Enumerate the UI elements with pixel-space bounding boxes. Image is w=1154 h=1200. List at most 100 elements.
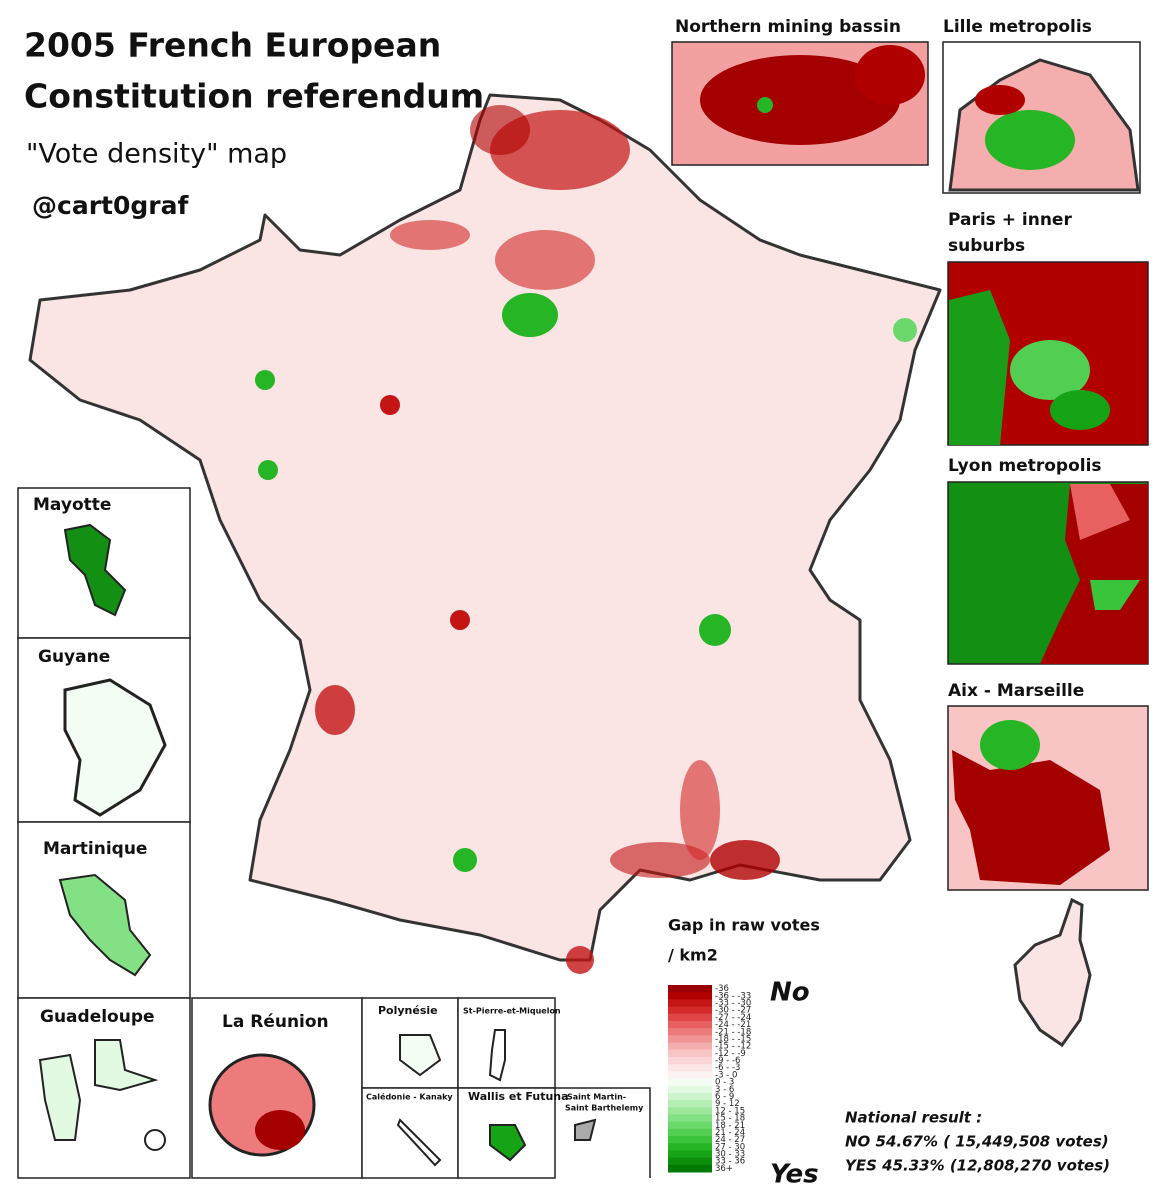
region-no [1070, 484, 1130, 540]
legend-label: -27 - -24 [715, 1013, 751, 1023]
legend-label: 24 - 27 [715, 1135, 745, 1145]
result-line: NO 54.67% ( 15,449,508 votes) [845, 1133, 1109, 1151]
inset-label: Northern mining bassin [675, 17, 901, 37]
legend-yes: Yes [770, 1160, 819, 1190]
legend-swatch [668, 1078, 712, 1087]
island [396, 1118, 442, 1167]
region-no [470, 105, 530, 155]
legend-title: / km2 [668, 946, 718, 965]
region-yes [699, 614, 731, 646]
legend-label: 33 - 36 [715, 1157, 745, 1167]
legend-label: 27 - 30 [715, 1142, 745, 1152]
legend-label: 0 - 3 [715, 1078, 734, 1088]
region-no [975, 85, 1025, 115]
legend-swatch [668, 992, 712, 1000]
inset-label: St-Pierre-et-Miquelon [463, 1007, 561, 1016]
inset-frame [457, 997, 556, 1089]
island [58, 873, 152, 977]
legend-swatch [668, 1020, 712, 1029]
legend-swatch [668, 1136, 712, 1144]
legend-swatch [668, 1064, 712, 1072]
legend-title: Gap in raw votes [668, 916, 820, 935]
region-no [680, 760, 720, 860]
island [144, 1129, 166, 1151]
island [63, 523, 127, 617]
region-yes [985, 110, 1075, 170]
legend-swatch [668, 1092, 712, 1101]
legend-swatch [668, 1114, 712, 1123]
region-no [855, 45, 925, 105]
region-no [390, 220, 470, 250]
legend-label: -24 - -21 [715, 1020, 751, 1030]
island [488, 1029, 506, 1082]
legend-label: -36 [715, 984, 729, 994]
legend-label: -33 - -30 [715, 998, 751, 1008]
legend-swatch [668, 1164, 712, 1173]
legend-label: 18 - 21 [715, 1121, 745, 1131]
legend-label: -18 - -15 [715, 1034, 751, 1044]
inset-label: Lille metropolis [943, 17, 1092, 37]
inset-label: Martinique [43, 839, 147, 859]
region-yes [502, 293, 558, 337]
region-yes [980, 720, 1040, 770]
region-no [1040, 484, 1148, 664]
region-no [700, 55, 900, 145]
inset-label: La Réunion [222, 1012, 329, 1032]
legend-swatch [668, 985, 712, 993]
legend-swatch [668, 1006, 712, 1015]
legend-swatch [668, 1028, 712, 1036]
inset-label: Aix - Marseille [948, 681, 1084, 701]
legend-label: 15 - 18 [715, 1114, 745, 1124]
island [38, 1053, 82, 1141]
title-line: Constitution referendum [24, 77, 484, 116]
legend-label: -21 - -18 [715, 1027, 751, 1037]
inset-paris: Paris + inner suburbs [947, 210, 1149, 446]
legend-swatch [668, 1035, 712, 1044]
island [574, 1118, 597, 1141]
inset-label: suburbs [948, 236, 1025, 256]
region-no [610, 842, 710, 878]
region-no [566, 946, 594, 974]
legend-swatch [668, 1056, 712, 1065]
legend-swatch [668, 1157, 712, 1166]
legend-label: -36 - -33 [715, 991, 751, 1001]
result-line: National result : [845, 1109, 982, 1127]
legend-swatch [668, 999, 712, 1008]
legend-label: 9 - 12 [715, 1099, 740, 1109]
legend-swatch [668, 1150, 712, 1159]
hotspots [255, 105, 917, 974]
legend-label: 30 - 33 [715, 1150, 745, 1160]
legend-swatch [668, 1100, 712, 1108]
inset-label: Guyane [38, 647, 110, 667]
legend-label: -3 - 0 [715, 1070, 737, 1080]
overseas: Mayotte Guyane Martinique Guadeloupe La … [17, 487, 651, 1179]
inset-marseille: Aix - Marseille [947, 681, 1149, 891]
legend-swatch [668, 1013, 712, 1022]
region-yes [1050, 390, 1110, 430]
inset-label: Calédonie - Kanaky [366, 1092, 453, 1102]
region-no [952, 750, 1110, 885]
region-yes [453, 848, 477, 872]
island [399, 1034, 442, 1077]
region-no [315, 685, 355, 735]
legend: Gap in raw votes / km2 No Yes -36-36 - -… [668, 916, 820, 1190]
region-yes [949, 290, 1010, 445]
legend-swatch [668, 1085, 712, 1094]
inset-label: Guadeloupe [40, 1007, 155, 1027]
legend-no: No [770, 978, 810, 1008]
legend-label: -12 - -9 [715, 1049, 746, 1059]
island [94, 1039, 159, 1092]
inset-label: Saint Barthelemy [565, 1104, 644, 1113]
island [489, 1124, 527, 1162]
legend-swatch [668, 1128, 712, 1137]
inset-label: Mayotte [33, 495, 111, 515]
region-yes [757, 97, 773, 113]
region-no [495, 230, 595, 290]
inset-label: Paris + inner [948, 210, 1072, 230]
legend-label: -6 - -3 [715, 1063, 740, 1073]
legend-swatch [668, 1071, 712, 1079]
legend-swatch [668, 1049, 712, 1058]
inset-label: Polynésie [378, 1004, 438, 1017]
